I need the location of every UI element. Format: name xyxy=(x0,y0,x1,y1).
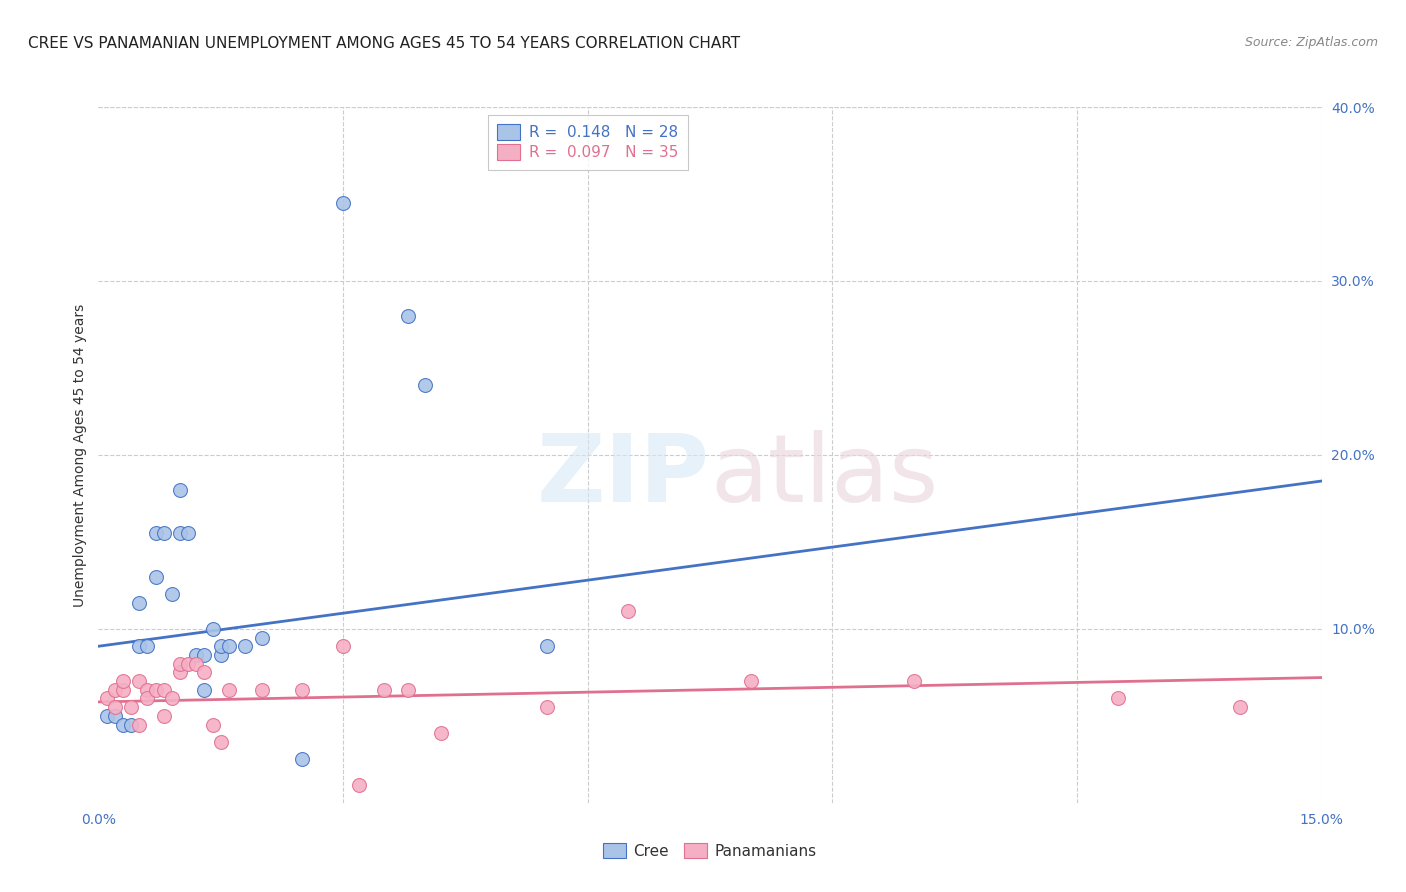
Point xyxy=(136,639,159,653)
Text: atlas: atlas xyxy=(710,430,938,522)
Point xyxy=(218,639,240,653)
Point xyxy=(169,665,191,680)
Point xyxy=(617,605,640,619)
Point xyxy=(160,587,183,601)
Point xyxy=(104,682,127,697)
Point xyxy=(152,526,174,541)
Point xyxy=(169,483,191,497)
Text: CREE VS PANAMANIAN UNEMPLOYMENT AMONG AGES 45 TO 54 YEARS CORRELATION CHART: CREE VS PANAMANIAN UNEMPLOYMENT AMONG AG… xyxy=(28,36,740,51)
Point xyxy=(120,700,142,714)
Point xyxy=(193,648,215,662)
Point xyxy=(740,674,762,689)
Point xyxy=(209,648,232,662)
Point xyxy=(332,195,354,210)
Point xyxy=(193,682,215,697)
Point xyxy=(201,717,224,731)
Legend: Cree, Panamanians: Cree, Panamanians xyxy=(598,837,823,864)
Point xyxy=(177,526,200,541)
Point xyxy=(145,570,167,584)
Point xyxy=(111,717,134,731)
Point xyxy=(120,717,142,731)
Point xyxy=(128,674,150,689)
Point xyxy=(218,682,240,697)
Point xyxy=(160,691,183,706)
Point xyxy=(903,674,925,689)
Point xyxy=(349,778,371,792)
Point xyxy=(396,309,419,323)
Point xyxy=(145,526,167,541)
Point xyxy=(104,700,127,714)
Point xyxy=(201,622,224,636)
Point xyxy=(128,596,150,610)
Point xyxy=(291,752,314,766)
Point xyxy=(250,682,273,697)
Point xyxy=(373,682,395,697)
Point xyxy=(209,735,232,749)
Point xyxy=(186,657,208,671)
Point xyxy=(396,682,419,697)
Point xyxy=(145,682,167,697)
Point xyxy=(111,674,134,689)
Point xyxy=(186,648,208,662)
Point xyxy=(152,708,174,723)
Point xyxy=(233,639,256,653)
Point xyxy=(128,717,150,731)
Point xyxy=(169,526,191,541)
Point xyxy=(128,639,150,653)
Point xyxy=(136,691,159,706)
Point xyxy=(96,691,118,706)
Text: ZIP: ZIP xyxy=(537,430,710,522)
Point xyxy=(177,657,200,671)
Point xyxy=(332,639,354,653)
Point xyxy=(193,665,215,680)
Text: Source: ZipAtlas.com: Source: ZipAtlas.com xyxy=(1244,36,1378,49)
Point xyxy=(104,708,127,723)
Point xyxy=(250,631,273,645)
Point xyxy=(152,682,174,697)
Point xyxy=(413,378,436,392)
Point xyxy=(430,726,453,740)
Point xyxy=(536,639,558,653)
Point xyxy=(536,700,558,714)
Point xyxy=(1107,691,1129,706)
Point xyxy=(1229,700,1251,714)
Point xyxy=(96,708,118,723)
Point xyxy=(169,657,191,671)
Point xyxy=(136,682,159,697)
Y-axis label: Unemployment Among Ages 45 to 54 years: Unemployment Among Ages 45 to 54 years xyxy=(73,303,87,607)
Point xyxy=(209,639,232,653)
Point xyxy=(291,682,314,697)
Point xyxy=(111,682,134,697)
